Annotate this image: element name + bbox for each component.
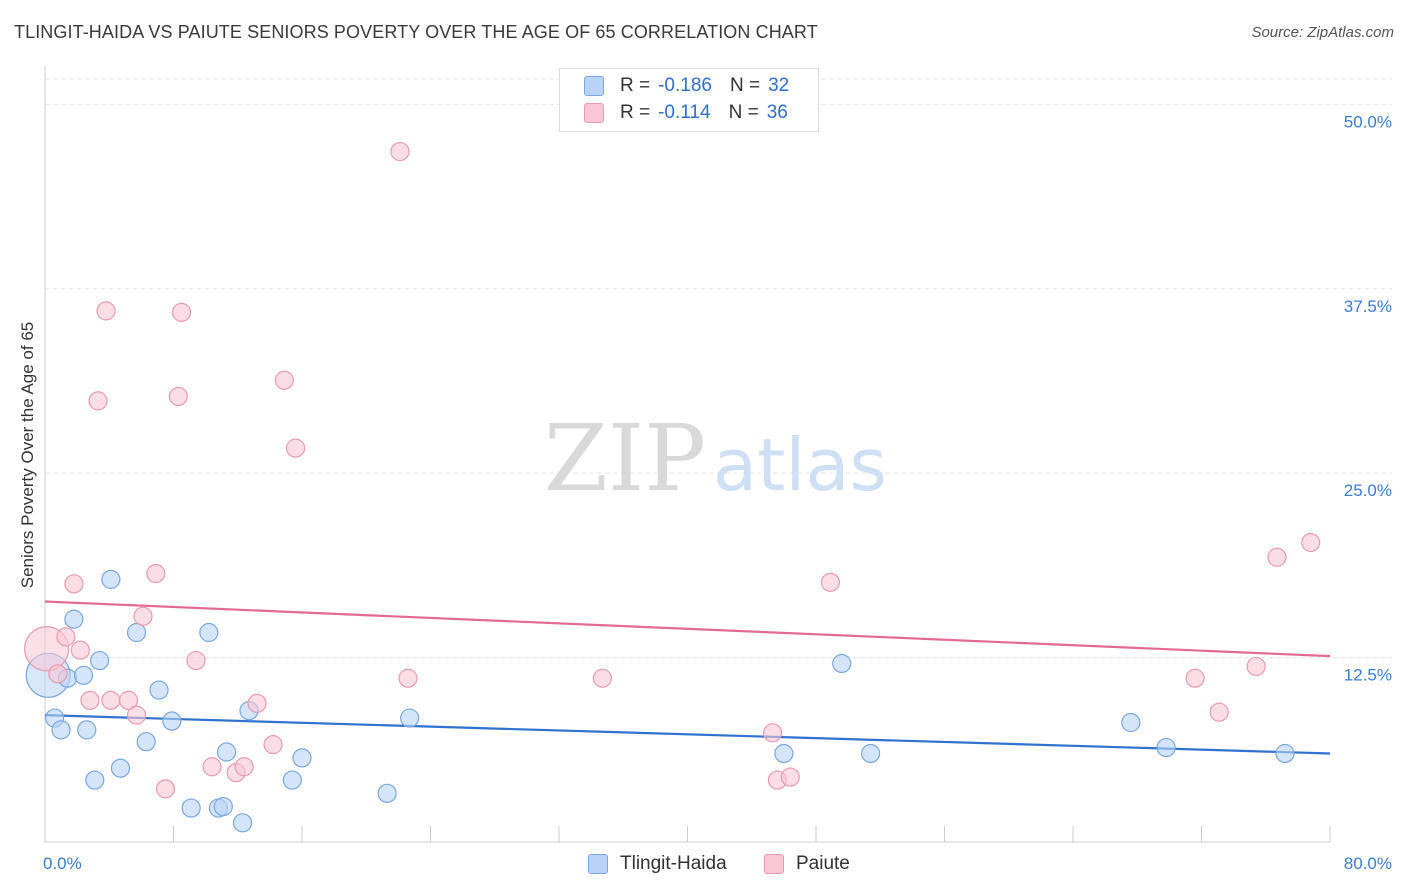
bottom-legend-paiute: Paiute — [764, 851, 850, 877]
data-point-paiute — [820, 572, 841, 592]
axes — [44, 66, 1331, 843]
legend-r-value: -0.186 — [658, 75, 712, 96]
data-point-tlingit — [1275, 743, 1295, 764]
trend-line-tlingit — [44, 714, 1331, 755]
data-points — [24, 141, 1321, 833]
data-point-paiute — [88, 391, 108, 411]
data-point-tlingit — [126, 622, 147, 643]
data-point-paiute — [1301, 532, 1321, 553]
data-point-paiute — [96, 301, 116, 321]
bottom-legend-label: Paiute — [796, 853, 850, 874]
y-tick-label: 50.0% — [1344, 112, 1392, 131]
legend-swatch-tlingit — [584, 76, 604, 96]
data-point-paiute — [390, 141, 410, 162]
data-point-paiute — [285, 438, 306, 458]
data-point-paiute — [56, 627, 76, 647]
trend-line-paiute — [44, 600, 1331, 658]
watermark-atlas: atlas — [713, 423, 887, 507]
legend-n-value: 32 — [768, 75, 790, 96]
data-point-paiute — [592, 668, 612, 688]
watermark: ZIP atlas — [544, 405, 887, 512]
y-axis-label: Seniors Poverty Over the Age of 65 — [18, 321, 37, 589]
data-point-paiute — [80, 690, 100, 710]
data-point-paiute — [146, 563, 166, 584]
watermark-zip: ZIP — [544, 405, 706, 512]
data-point-tlingit — [73, 665, 94, 685]
bottom-swatch-paiute — [764, 854, 784, 874]
legend-swatch-paiute — [584, 103, 604, 123]
data-point-paiute — [118, 690, 139, 710]
bottom-legend-tlingit: Tlingit-Haida — [588, 851, 727, 877]
legend-n-label: N = — [728, 102, 759, 123]
data-point-paiute — [398, 668, 418, 688]
legend-row-paiute: R = -0.114 N = 36 — [584, 100, 788, 126]
data-point-paiute — [186, 650, 206, 671]
data-point-tlingit — [90, 650, 110, 671]
legend-row-tlingit: R = -0.186 N = 32 — [584, 73, 789, 99]
data-point-tlingit — [199, 622, 219, 643]
data-point-paiute — [64, 574, 84, 594]
data-point-tlingit — [1121, 712, 1141, 733]
data-point-paiute — [234, 757, 254, 777]
legend-r-label: R = — [620, 102, 651, 123]
legend-box: R = -0.186 N = 32 R = -0.114 N = 36 — [559, 68, 819, 132]
y-tick-label: 37.5% — [1344, 297, 1392, 316]
data-point-tlingit — [85, 770, 105, 790]
legend-n-value: 36 — [766, 102, 788, 123]
grid-lines — [45, 78, 1392, 659]
data-point-tlingit — [377, 783, 397, 803]
data-point-tlingit — [149, 680, 169, 700]
data-point-paiute — [202, 757, 222, 777]
data-point-paiute — [1246, 656, 1266, 677]
data-point-tlingit — [77, 720, 97, 740]
data-point-paiute — [1185, 668, 1205, 688]
data-point-paiute — [133, 606, 153, 626]
legend-r-label: R = — [620, 75, 651, 96]
source-label: Source: ZipAtlas.com — [1251, 24, 1394, 41]
x-tick-label: 80.0% — [1344, 854, 1392, 873]
data-point-tlingit — [1156, 737, 1176, 758]
legend-r-value: -0.114 — [658, 102, 711, 123]
trend-lines — [44, 600, 1331, 755]
data-point-tlingit — [282, 770, 302, 790]
data-point-tlingit — [51, 720, 71, 740]
data-point-paiute — [101, 690, 121, 710]
data-point-tlingit — [101, 569, 121, 589]
data-point-tlingit — [181, 798, 201, 818]
y-tick-label: 12.5% — [1344, 666, 1392, 685]
data-point-tlingit — [162, 711, 182, 731]
bottom-legend-label: Tlingit-Haida — [620, 853, 727, 874]
data-point-tlingit — [64, 609, 84, 629]
data-point-tlingit — [216, 742, 237, 762]
data-point-paiute — [1267, 547, 1287, 567]
chart-title: TLINGIT-HAIDA VS PAIUTE SENIORS POVERTY … — [14, 22, 818, 42]
data-point-tlingit — [232, 813, 253, 833]
data-point-tlingit — [861, 743, 881, 764]
data-point-tlingit — [213, 796, 233, 817]
y-tick-label: 25.0% — [1344, 481, 1392, 500]
data-point-paiute — [274, 370, 294, 390]
data-point-paiute — [126, 705, 147, 725]
data-point-tlingit — [110, 758, 131, 778]
data-point-tlingit — [832, 653, 852, 674]
data-point-paiute — [247, 693, 267, 713]
data-point-paiute — [70, 640, 90, 660]
data-point-paiute — [763, 723, 783, 743]
data-point-paiute — [171, 302, 192, 322]
x-tick-label: 0.0% — [43, 854, 82, 873]
data-point-paiute — [155, 779, 176, 799]
data-point-paiute — [1209, 702, 1229, 722]
data-point-paiute — [168, 386, 188, 407]
tick-labels: 12.5% 25.0% 37.5% 50.0% 0.0% 80.0% — [43, 112, 1392, 873]
data-point-paiute — [48, 664, 68, 684]
data-point-paiute — [780, 767, 800, 787]
data-point-tlingit — [136, 732, 156, 752]
data-point-tlingit — [400, 708, 420, 728]
data-point-tlingit — [292, 748, 312, 768]
data-point-paiute — [263, 735, 283, 755]
legend-n-label: N = — [729, 75, 761, 96]
data-point-tlingit — [774, 743, 794, 764]
bottom-swatch-tlingit — [588, 854, 608, 874]
